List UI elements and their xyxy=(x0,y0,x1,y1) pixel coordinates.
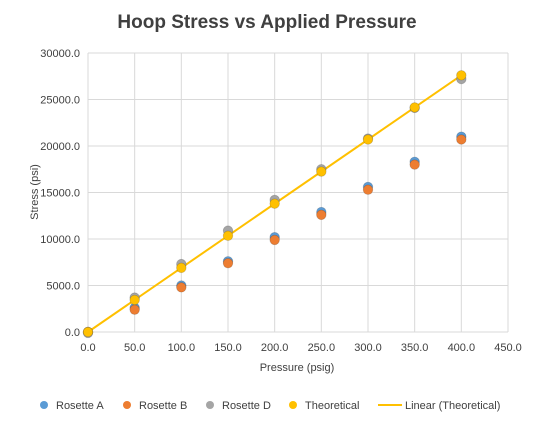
point-theoretical xyxy=(456,70,467,81)
point-theoretical xyxy=(269,198,280,209)
y-tick-label: 5000.0 xyxy=(46,281,80,293)
legend-swatch-rosette-d xyxy=(206,401,214,409)
y-tick-label: 0.0 xyxy=(65,327,80,339)
point-rosette-b xyxy=(409,159,420,170)
y-tick-label: 10000.0 xyxy=(40,234,80,246)
legend-swatch-theoretical xyxy=(289,401,297,409)
x-tick-label: 150.0 xyxy=(214,342,242,354)
x-axis-title: Pressure (psig) xyxy=(260,362,335,374)
point-rosette-b xyxy=(456,134,467,145)
data-points xyxy=(82,70,467,339)
legend-swatch-rosette-b xyxy=(123,401,131,409)
x-tick-label: 300.0 xyxy=(354,342,382,354)
legend-swatch-rosette-a xyxy=(40,401,48,409)
x-tick-label: 350.0 xyxy=(401,342,429,354)
point-rosette-b xyxy=(269,234,280,246)
point-theoretical xyxy=(222,230,234,241)
gridlines xyxy=(87,52,509,333)
legend: Rosette A Rosette B Rosette D Theoretical Li… xyxy=(40,400,500,412)
point-rosette-b xyxy=(316,209,327,221)
legend-label-rosette-b: Rosette B xyxy=(139,400,187,412)
y-axis-ticks: 0.0 5000.0 10000.0 15000.0 20000.0 25000.0 300… xyxy=(40,48,80,339)
legend-label-rosette-a: Rosette A xyxy=(56,400,104,412)
point-theoretical xyxy=(129,294,140,306)
point-rosette-b xyxy=(222,257,234,269)
point-theoretical xyxy=(409,102,420,113)
y-tick-label: 15000.0 xyxy=(40,188,80,200)
x-tick-label: 250.0 xyxy=(308,342,336,354)
point-rosette-b xyxy=(362,184,374,195)
x-tick-label: 450.0 xyxy=(494,342,522,354)
chart-title: Hoop Stress vs Applied Pressure xyxy=(117,12,416,33)
point-theoretical xyxy=(82,326,94,338)
x-tick-label: 100.0 xyxy=(168,342,196,354)
point-rosette-b xyxy=(176,282,187,293)
x-tick-label: 0.0 xyxy=(80,342,95,354)
x-axis-ticks: 0.0 50.0 100.0 150.0 200.0 250.0 300.0 350.0 400… xyxy=(80,342,521,354)
legend-label-theoretical: Theoretical xyxy=(305,400,359,412)
point-theoretical xyxy=(316,166,327,177)
point-rosette-b xyxy=(129,304,140,315)
point-theoretical xyxy=(176,262,187,274)
point-theoretical xyxy=(362,134,374,145)
legend-label-linear-theoretical-: Linear (Theoretical) xyxy=(405,400,500,412)
legend-label-rosette-d: Rosette D xyxy=(222,400,271,412)
x-tick-label: 400.0 xyxy=(448,342,476,354)
y-tick-label: 20000.0 xyxy=(40,141,80,153)
x-tick-label: 50.0 xyxy=(124,342,145,354)
x-tick-label: 200.0 xyxy=(261,342,289,354)
y-tick-label: 25000.0 xyxy=(40,95,80,107)
y-tick-label: 30000.0 xyxy=(40,48,80,60)
y-axis-title: Stress (psi) xyxy=(29,164,41,220)
